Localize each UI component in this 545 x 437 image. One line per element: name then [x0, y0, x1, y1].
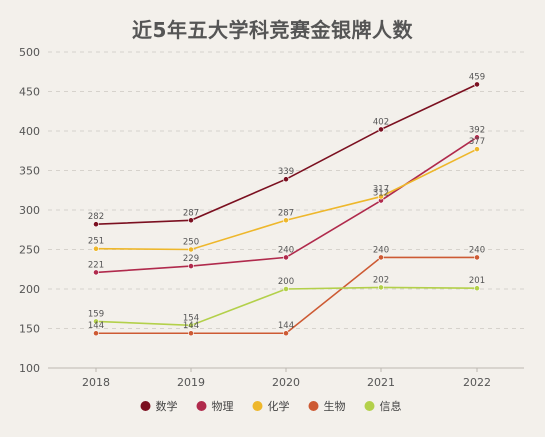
data-label: 377 [469, 137, 485, 147]
data-label: 144 [88, 321, 104, 331]
data-point[interactable] [474, 81, 480, 88]
data-point[interactable] [188, 330, 194, 337]
legend-label: 物理 [212, 399, 234, 413]
legend-label: 数学 [156, 399, 178, 413]
data-label: 339 [278, 167, 294, 177]
data-point[interactable] [283, 330, 289, 337]
data-point[interactable] [188, 263, 194, 269]
data-point[interactable] [378, 284, 384, 291]
data-label: 200 [278, 277, 294, 287]
y-tick-label: 300 [19, 204, 40, 217]
legend-swatch [196, 401, 207, 411]
data-point[interactable] [188, 322, 194, 329]
data-label: 317 [373, 185, 389, 195]
data-label: 201 [469, 276, 485, 286]
data-label: 312 [373, 189, 389, 199]
data-point[interactable] [283, 176, 289, 183]
data-label: 144 [183, 321, 199, 331]
data-point[interactable] [283, 254, 289, 261]
x-tick-label: 2018 [82, 376, 110, 389]
data-label: 240 [373, 245, 389, 255]
data-label: 159 [88, 309, 104, 319]
data-labels: 282 287 339 402 459 221 229 240 312 392 251 250 287 3… [88, 72, 485, 331]
legend-item[interactable]: 数学 [140, 399, 178, 413]
y-tick-label: 450 [19, 86, 40, 99]
data-label: 402 [373, 117, 389, 127]
data-label: 202 [373, 275, 389, 285]
legend-label: 信息 [380, 399, 402, 413]
x-tick-label: 2020 [272, 376, 300, 389]
data-label: 287 [278, 208, 294, 218]
x-tick-label: 2019 [177, 376, 205, 389]
legend: 数学 物理 化学 生物 信息 [140, 399, 402, 413]
legend-swatch [252, 401, 263, 411]
legend-label: 生物 [324, 399, 346, 413]
data-point[interactable] [474, 285, 480, 292]
data-point[interactable] [378, 193, 384, 200]
y-tick-label: 400 [19, 125, 40, 138]
data-label: 221 [88, 260, 104, 270]
data-label: 250 [183, 238, 199, 248]
data-label: 154 [183, 313, 199, 323]
y-tick-label: 250 [19, 244, 40, 257]
data-point[interactable] [474, 134, 480, 141]
data-point[interactable] [474, 146, 480, 153]
series-line [95, 148, 478, 251]
x-tick-label: 2022 [463, 376, 491, 389]
data-point[interactable] [93, 245, 99, 252]
legend-swatch [308, 401, 319, 411]
data-label: 240 [278, 245, 294, 255]
legend-item[interactable]: 物理 [196, 399, 234, 413]
data-point[interactable] [93, 221, 99, 228]
series-line [95, 286, 478, 327]
data-label: 144 [278, 321, 294, 331]
series-lines [93, 81, 480, 337]
chart-title: 近5年五大学科竞赛金银牌人数 [132, 18, 413, 42]
y-tick-label: 500 [19, 46, 40, 59]
data-label: 251 [88, 237, 104, 247]
data-point[interactable] [474, 254, 480, 261]
data-point[interactable] [93, 318, 99, 325]
y-tick-label: 150 [19, 323, 40, 336]
data-point[interactable] [188, 246, 194, 253]
y-tick-label: 350 [19, 165, 40, 178]
data-point[interactable] [188, 217, 194, 224]
data-point[interactable] [378, 126, 384, 133]
x-tick-label: 2021 [367, 376, 395, 389]
data-point[interactable] [283, 217, 289, 224]
data-label: 240 [469, 245, 485, 255]
data-label: 282 [88, 212, 104, 222]
data-point[interactable] [378, 254, 384, 261]
legend-swatch [364, 401, 375, 411]
legend-item[interactable]: 信息 [364, 399, 402, 413]
data-point[interactable] [93, 330, 99, 337]
data-label: 229 [183, 254, 199, 264]
legend-item[interactable]: 化学 [252, 399, 290, 413]
legend-swatch [140, 401, 151, 411]
legend-item[interactable]: 生物 [308, 399, 346, 413]
y-tick-label: 100 [19, 362, 40, 375]
axes: 100 150 200 250 300 350 400 450 500 2018 2019 2020 2… [19, 46, 524, 389]
data-label: 459 [469, 72, 485, 82]
data-point[interactable] [283, 286, 289, 292]
data-label: 287 [183, 208, 199, 218]
y-tick-label: 200 [19, 283, 40, 296]
series-line [95, 83, 478, 226]
legend-label: 化学 [268, 399, 290, 413]
data-label: 392 [469, 125, 485, 135]
data-point[interactable] [93, 269, 99, 276]
